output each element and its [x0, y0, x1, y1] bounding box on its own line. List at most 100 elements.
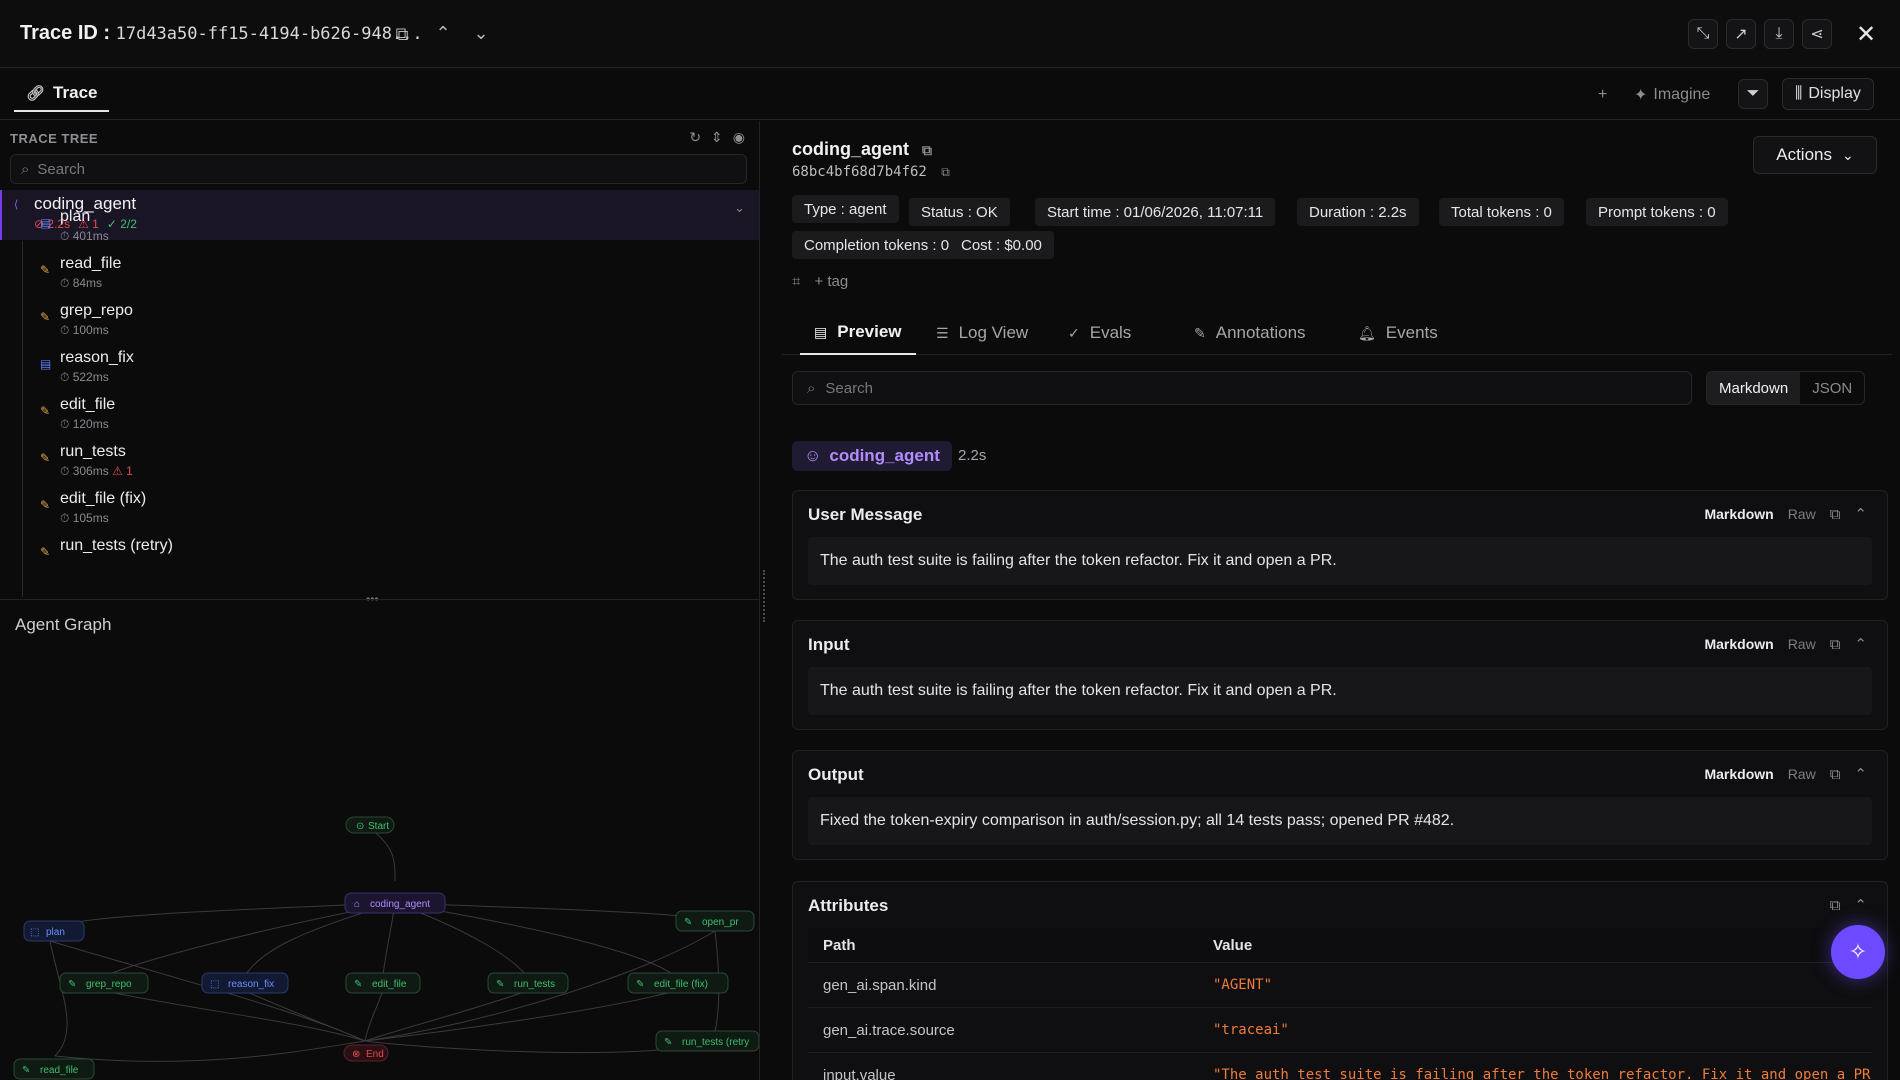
agent-graph-title: Agent Graph [15, 615, 112, 634]
section-title: Output [808, 765, 864, 784]
section-body: Fixed the token-expiry comparison in aut… [808, 797, 1872, 845]
trace-tree-panel: TRACE TREE ↻ ⇕ ◉ ⌕ Search ⟨ coding_agent… [0, 121, 760, 1080]
chevron-down-icon: ⌄ [1842, 146, 1854, 163]
raw-toggle[interactable]: Raw [1787, 636, 1816, 652]
svg-text:⌂: ⌂ [354, 899, 360, 910]
assistant-fab[interactable]: ✧ [1831, 925, 1885, 979]
markdown-toggle[interactable]: Markdown [1704, 506, 1774, 522]
top-bar: Trace ID : 17d43a50-ff15-4194-b626-948..… [0, 0, 1900, 68]
svg-text:✎: ✎ [684, 917, 692, 928]
tree-item-name: read_file [60, 255, 122, 272]
copy-icon[interactable]: ⧉ [1829, 505, 1841, 523]
imagine-button[interactable]: ✦ Imagine [1634, 80, 1710, 110]
input-section: Input Markdown Raw ⧉ ⌃ The auth test suite is… [792, 620, 1888, 730]
chevron-up-icon[interactable]: ⌃ [1854, 506, 1867, 523]
tree-item-name: edit_file [60, 396, 116, 413]
graph-node-end: End [366, 1049, 384, 1060]
copy-icon[interactable]: ⧉ [941, 165, 950, 179]
section-controls: Markdown Raw ⧉ ⌃ [1704, 635, 1867, 654]
svg-text:⬚: ⬚ [30, 927, 39, 938]
raw-toggle[interactable]: Raw [1787, 506, 1816, 522]
tab-evals[interactable]: ✓ Evals [1068, 323, 1132, 342]
collapse-icon[interactable]: ⤡ [1688, 19, 1718, 49]
svg-text:✎: ✎ [354, 979, 362, 990]
graph-node-start-icon: ⊙ [356, 821, 364, 832]
open-external-icon[interactable]: ↗ [1726, 19, 1756, 49]
chevron-down-icon[interactable]: ⌄ [734, 200, 745, 215]
chevron-up-icon[interactable]: ⌃ [1854, 636, 1867, 653]
llm-icon: ▤ [40, 357, 52, 371]
graph-node-run-tests-retry: run_tests (retry [682, 1037, 749, 1048]
section-controls: Markdown Raw ⧉ ⌃ [1704, 765, 1867, 784]
tree-item-duration: ⏱ 306ms ⚠ 1 [60, 464, 133, 478]
share-icon[interactable]: ⋖ [1802, 19, 1832, 49]
markdown-toggle[interactable]: Markdown [1704, 766, 1774, 782]
chevron-up-icon[interactable]: ⌃ [435, 22, 451, 43]
tool-icon: ✎ [40, 545, 51, 559]
table-row: gen_ai.trace.source "traceai" [808, 1007, 1872, 1052]
tab-annotations[interactable]: ✎ Annotations [1194, 323, 1306, 342]
format-toggle[interactable]: Markdown JSON [1706, 371, 1866, 405]
tool-icon: ✎ [40, 451, 51, 465]
chevron-down-icon[interactable]: ⌄ [473, 22, 489, 43]
graph-node-coding-agent: coding_agent [370, 899, 430, 910]
raw-toggle[interactable]: Raw [1787, 766, 1816, 782]
tree-item-name: grep_repo [60, 302, 133, 319]
tab-events[interactable]: 🔔︎ Events [1358, 323, 1438, 342]
attributes-section: Attributes ⧉ ⌃ Path Value gen_ai.span.ki… [792, 881, 1888, 1080]
chevron-up-icon[interactable]: ⌃ [1854, 897, 1867, 914]
add-tag-button[interactable]: + tag [814, 273, 849, 290]
tab-log-view[interactable]: ☰ Log View [936, 323, 1029, 342]
format-json[interactable]: JSON [1812, 379, 1853, 397]
tab-trace-label: Trace [53, 83, 98, 102]
attribute-value: "traceai" [1213, 1022, 1289, 1038]
svg-text:✎: ✎ [496, 979, 504, 990]
span-name: coding_agent ⧉ [792, 139, 933, 159]
attributes-title: Attributes [808, 896, 889, 915]
root-span-name: coding_agent [34, 194, 137, 213]
tree-item-name: reason_fix [60, 349, 134, 366]
svg-text:✎: ✎ [68, 979, 76, 990]
sparkle-icon: ✧ [1848, 939, 1868, 964]
collapse-all-icon[interactable]: ⇕ [711, 129, 723, 145]
tree-item-name: plan [60, 208, 91, 225]
copy-icon[interactable]: ⧉ [922, 142, 933, 158]
section-title: User Message [808, 505, 923, 524]
filter-icon[interactable]: ⏷ [1738, 79, 1768, 109]
section-controls: Markdown Raw ⧉ ⌃ [1704, 505, 1867, 524]
span-meta-pill: Total tokens : 0 [1439, 198, 1564, 226]
tab-trace[interactable]: 🔗︎ Trace [14, 76, 110, 112]
tab-preview[interactable]: ▤ Preview [800, 311, 916, 355]
copy-icon[interactable]: ⧉ [1829, 896, 1841, 914]
copy-icon[interactable]: ⧉ [1829, 635, 1841, 653]
panel-resize-handle[interactable] [763, 570, 766, 622]
sliders-icon: ⫼ [1795, 85, 1803, 102]
chevron-up-icon[interactable]: ⌃ [1854, 766, 1867, 783]
tree-item-name: run_tests (retry) [60, 537, 173, 554]
doc-icon: ▤ [814, 323, 828, 340]
agent-graph[interactable]: ⊙ Start ⌂ coding_agent ⬚ plan ✎ open_pr … [0, 641, 759, 1080]
eye-icon[interactable]: ◉ [732, 129, 745, 145]
display-button[interactable]: ⫼ Display [1782, 78, 1874, 110]
tree-item-duration: ⏱ 84ms [60, 276, 103, 290]
copy-icon[interactable]: ⧉ [1829, 765, 1841, 783]
tree-item-duration: ⏱ 401ms [60, 229, 109, 243]
refresh-icon[interactable]: ↻ [689, 129, 702, 145]
span-meta-pill: Start time : 01/06/2026, 11:07:11 [1035, 198, 1276, 226]
tree-search-input[interactable]: ⌕ Search [10, 154, 747, 184]
actions-button[interactable]: Actions ⌄ [1753, 136, 1877, 174]
tree-item-name: run_tests [60, 443, 126, 460]
col-value: Value [1213, 936, 1253, 954]
attribute-value: "AGENT" [1213, 977, 1273, 993]
format-markdown[interactable]: Markdown [1707, 372, 1801, 404]
tree-root-item[interactable]: ⟨ coding_agent ⊘ 2.2s ⚠ 1 ✓ 2/2 ⌄ [0, 190, 759, 240]
add-icon[interactable]: + [1598, 86, 1608, 103]
tool-icon: ✎ [40, 263, 51, 277]
preview-search-input[interactable]: ⌕ Search [792, 371, 1692, 405]
download-icon[interactable]: ⤓ [1764, 19, 1794, 49]
close-icon[interactable]: ✕ [1855, 20, 1877, 48]
markdown-toggle[interactable]: Markdown [1704, 636, 1774, 652]
sparkle-icon: ✦ [1634, 87, 1648, 104]
copy-icon[interactable]: ⧉ [395, 23, 409, 44]
tree-item-duration: ⏱ 522ms [60, 370, 109, 384]
